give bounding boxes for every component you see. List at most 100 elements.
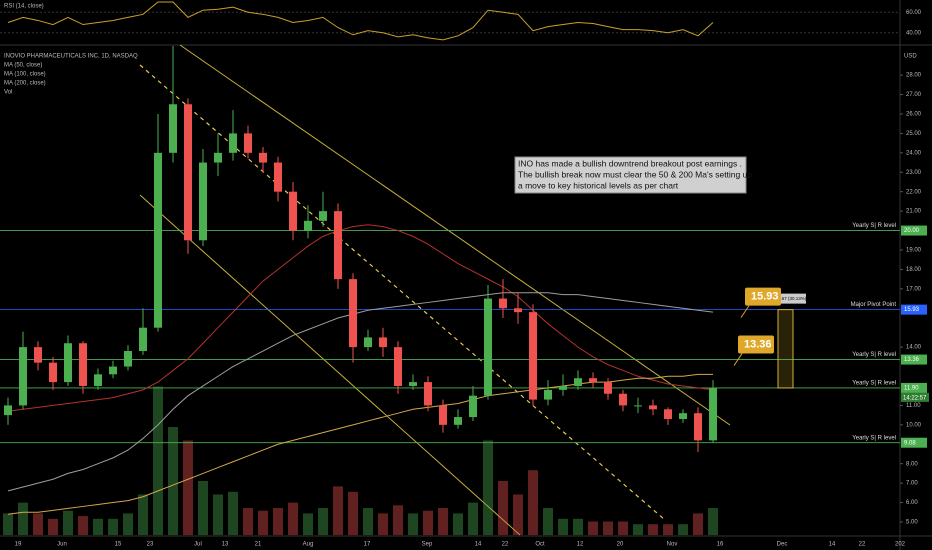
candle-body [409, 382, 417, 386]
legend-entry: MA (100, close) [4, 72, 46, 78]
trendline [139, 194, 521, 536]
x-tick-label: Jul [194, 542, 202, 548]
candle-body [454, 417, 462, 425]
candle-body [559, 385, 567, 390]
candle-body [499, 298, 507, 309]
candle-body [364, 337, 372, 348]
note-line: The bullish break now must clear the 50 … [518, 169, 752, 179]
volume-bar [438, 508, 448, 535]
candle-body [424, 382, 432, 406]
volume-bar [513, 494, 523, 535]
x-tick-label: 23 [147, 542, 154, 548]
candle-body [664, 409, 672, 420]
volume-bar [543, 508, 553, 535]
volume-bar [588, 521, 598, 535]
volume-bar [123, 513, 133, 535]
note-line: a move to key historical levels as per c… [518, 180, 679, 190]
x-tick-label: 14 [475, 542, 482, 548]
x-tick-label: 21 [255, 542, 262, 548]
ma-line [7, 373, 713, 515]
volume-bar [273, 508, 283, 535]
volume-bar [258, 510, 268, 535]
level-label: Yearly S| R level [852, 223, 896, 229]
candle-body [379, 337, 387, 348]
volume-bar [78, 516, 88, 535]
volume-bar [408, 513, 418, 535]
volume-bar [138, 494, 148, 535]
legend-entry: MA (50, close) [4, 63, 42, 69]
y-tick-label: 21.00 [906, 209, 922, 215]
price-marker [901, 354, 927, 365]
callout-box [745, 287, 781, 306]
volume-bar [168, 427, 178, 535]
note-box [514, 156, 747, 194]
measure-label-box [776, 293, 806, 304]
volume-bar [708, 508, 718, 535]
price-marker-label: 13.36 [904, 357, 920, 363]
countdown: 14:22:57 [903, 396, 927, 402]
x-tick-label: 16 [717, 542, 724, 548]
volume-bar [288, 502, 298, 535]
x-tick-label: Jun [57, 542, 67, 548]
volume-bar [228, 491, 238, 535]
y-tick-label: 17.00 [906, 286, 922, 292]
volume-bar [108, 518, 118, 535]
candle-body [154, 152, 162, 328]
candle-body [574, 378, 582, 386]
candle-body [649, 405, 657, 410]
x-tick-label: 19 [15, 542, 22, 548]
candle-body [304, 220, 312, 231]
candle-body [109, 366, 117, 375]
x-tick-label: 13 [222, 542, 229, 548]
candle-body [604, 382, 612, 394]
measure-box [777, 309, 794, 389]
volume-bar [213, 494, 223, 535]
callout-pointer [740, 305, 750, 318]
y-tick-label: 6.00 [906, 500, 918, 506]
level-label: Yearly S| R level [852, 352, 896, 358]
candle-body [319, 211, 327, 221]
note-line: INO has made a bullish downtrend breakou… [518, 158, 742, 168]
symbol: INOVIO PHARMACEUTICALS INC, 1D, NASDAQ [4, 54, 138, 60]
y-tick-label: 11.00 [906, 403, 921, 409]
candle-body [274, 162, 282, 192]
y-tick-label: 27.00 [906, 92, 922, 98]
legend-entry: MA (200, close) [4, 81, 46, 87]
volume-bar [528, 470, 538, 535]
marks [0, 45, 900, 535]
level-label: Yearly S| R level [852, 381, 896, 387]
callout-label: 15.93 [751, 291, 779, 303]
volume-bar [48, 518, 58, 535]
candle-body [199, 162, 207, 241]
candle-body [64, 343, 72, 383]
x-tick-label: 15 [115, 542, 122, 548]
candle-body [619, 393, 627, 406]
volume-bar [63, 510, 73, 535]
volume-bar [573, 518, 583, 535]
y-tick-label: 19.00 [906, 248, 922, 254]
rsi-label: RSI (14, close) [4, 4, 44, 10]
callout-label: 13.36 [744, 338, 772, 350]
volume-bar [153, 386, 163, 535]
y-tick-label: 8.00 [906, 461, 918, 467]
legend-vol: Vol [4, 90, 12, 96]
volume-bar [183, 440, 193, 535]
currency: USD [904, 54, 917, 60]
volume-bar [333, 486, 343, 535]
ma-line [7, 224, 714, 412]
x-tick-label: 12 [577, 542, 584, 548]
candle-body [229, 133, 237, 153]
volume-bar [693, 513, 703, 535]
candle-body [514, 308, 522, 313]
rsi-tick-label: 40.00 [906, 30, 922, 36]
candle-body [634, 405, 642, 407]
level-label: Yearly S| R level [852, 435, 896, 441]
y-tick-label: 10.00 [906, 422, 922, 428]
candle-body [349, 279, 357, 348]
volume-bar [603, 521, 613, 535]
candle-body [139, 327, 147, 352]
candle-body [244, 133, 252, 153]
candle-body [439, 405, 447, 425]
y-tick-label: 24.00 [906, 150, 922, 156]
